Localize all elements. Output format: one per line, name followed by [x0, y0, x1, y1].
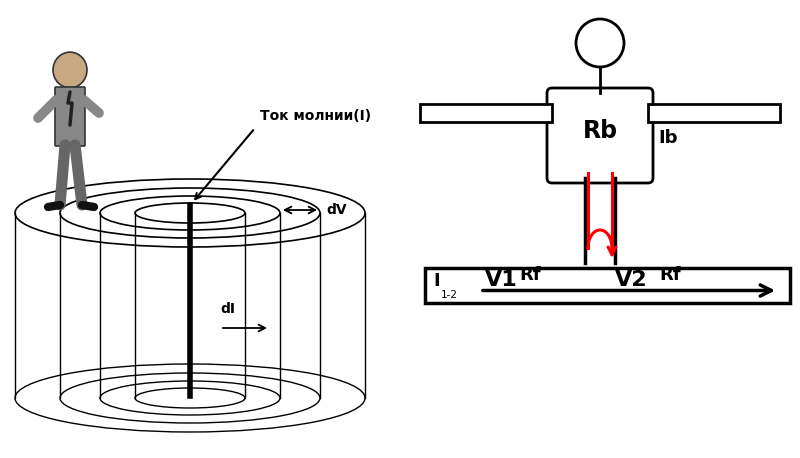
Text: Rb: Rb — [582, 119, 618, 142]
Bar — [648, 104, 780, 122]
Text: Rf: Rf — [659, 266, 681, 284]
FancyBboxPatch shape — [55, 87, 85, 146]
Bar — [420, 104, 552, 122]
Text: V2: V2 — [615, 271, 648, 290]
Text: Ток молнии(I): Ток молнии(I) — [260, 109, 371, 123]
Text: 1-2: 1-2 — [441, 290, 458, 300]
Text: Rf: Rf — [519, 266, 541, 284]
Ellipse shape — [53, 52, 87, 88]
Text: dI: dI — [220, 302, 235, 316]
Text: V1: V1 — [485, 271, 518, 290]
Text: I: I — [433, 272, 440, 289]
Text: Ib: Ib — [658, 129, 678, 147]
Bar — [425, 268, 790, 303]
FancyBboxPatch shape — [547, 88, 653, 183]
Text: dV: dV — [326, 203, 346, 217]
